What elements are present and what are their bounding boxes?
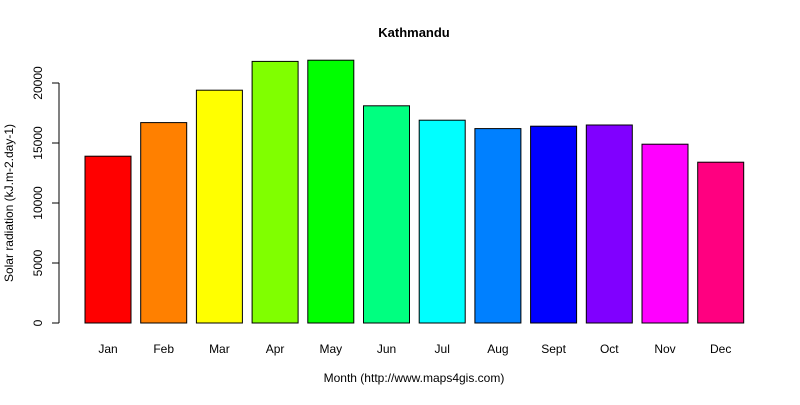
y-tick-label: 10000 — [31, 186, 45, 220]
x-tick-label: May — [319, 342, 342, 356]
bar-jun — [363, 105, 410, 324]
x-tick-label: Nov — [654, 342, 675, 356]
bar-may — [307, 59, 355, 324]
x-tick-label: Jun — [377, 342, 396, 356]
x-tick-label: Mar — [209, 342, 230, 356]
x-tick-label: Oct — [600, 342, 619, 356]
chart-title: Kathmandu — [378, 25, 450, 40]
bar-nov — [641, 143, 689, 324]
bar-jul — [418, 119, 466, 324]
bars-group — [84, 59, 745, 324]
x-tick-label: Apr — [266, 342, 285, 356]
x-tick-label: Jul — [435, 342, 450, 356]
x-axis-label: Month (http://www.maps4gis.com) — [324, 371, 505, 385]
x-tick-label: Aug — [487, 342, 508, 356]
bar-feb — [140, 122, 188, 324]
bar-sept — [530, 125, 578, 324]
x-tick-label: Sept — [541, 342, 566, 356]
y-axis: 0 5000 10000 15000 20000 — [31, 66, 60, 326]
y-tick-label: 5000 — [31, 249, 45, 276]
x-tick-label: Jan — [98, 342, 117, 356]
bar-jan — [84, 155, 132, 324]
bar-aug — [474, 128, 522, 324]
bar-mar — [195, 89, 243, 324]
x-tick-label: Dec — [710, 342, 731, 356]
x-tick-label: Feb — [153, 342, 174, 356]
bar-dec — [697, 161, 745, 324]
y-tick-label: 15000 — [31, 126, 45, 160]
y-axis-label: Solar radiation (kJ.m-2.day-1) — [2, 124, 16, 282]
y-tick-label: 20000 — [31, 66, 45, 100]
bar-apr — [251, 60, 299, 324]
y-tick-label: 0 — [31, 319, 45, 326]
bar-oct — [585, 124, 633, 324]
x-tick-labels: Jan Feb Mar Apr May Jun Jul Aug Sept Oct Nov Dec — [98, 342, 731, 356]
